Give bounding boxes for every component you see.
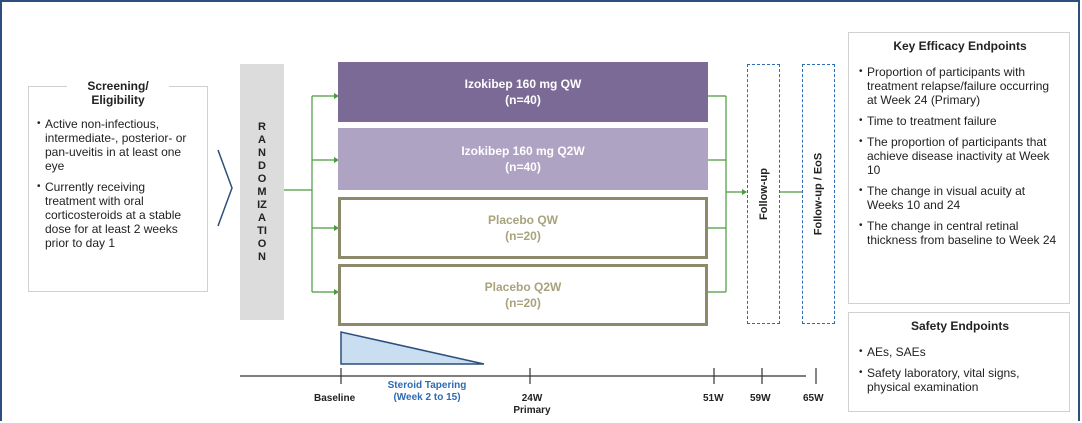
arm-placebo-qw: Placebo QW (n=20): [338, 197, 708, 259]
randomization-label: RANDOMIZATION: [257, 120, 267, 263]
screening-bullet: Currently receiving treatment with oral …: [37, 180, 199, 250]
arm-placebo-q2w: Placebo Q2W (n=20): [338, 264, 708, 326]
efficacy-list: Proportion of participants with treatmen…: [859, 65, 1061, 247]
timeline-24w: 24W: [521, 393, 543, 404]
arm-name: Placebo QW: [487, 213, 558, 227]
steroid-taper-line1: Steroid Tapering: [387, 380, 467, 391]
efficacy-bullet: Proportion of participants with treatmen…: [859, 65, 1061, 107]
safety-list: AEs, SAEs Safety laboratory, vital signs…: [859, 345, 1061, 394]
timeline-primary: Primary: [513, 405, 551, 416]
followup-eos-box: Follow-up / EoS: [802, 64, 835, 324]
randomization-bar: RANDOMIZATION: [240, 64, 284, 320]
followup-label: Follow-up: [757, 168, 770, 220]
arm-n: (n=40): [505, 160, 541, 174]
efficacy-bullet: The proportion of participants that achi…: [859, 135, 1061, 177]
timeline-24w-label: 24W Primary: [512, 393, 552, 417]
steroid-taper-label: Steroid Tapering (Week 2 to 15): [372, 380, 482, 404]
timeline-65w-label: 65W: [803, 393, 824, 404]
arm-n: (n=40): [505, 93, 541, 107]
safety-bullet: AEs, SAEs: [859, 345, 1061, 359]
screening-list: Active non-infectious, intermediate-, po…: [37, 117, 199, 250]
efficacy-bullet: The change in central retinal thickness …: [859, 219, 1061, 247]
steroid-taper-line2: (Week 2 to 15): [393, 392, 461, 403]
timeline-59w-label: 59W: [750, 393, 771, 404]
screening-title-line1: Screening/: [87, 79, 149, 93]
arm-n: (n=20): [505, 229, 541, 243]
arm-izokibep-q2w: Izokibep 160 mg Q2W (n=40): [338, 128, 708, 190]
efficacy-bullet: The change in visual acuity at Weeks 10 …: [859, 184, 1061, 212]
safety-title: Safety Endpoints: [910, 319, 1009, 333]
arm-izokibep-qw: Izokibep 160 mg QW (n=40): [338, 62, 708, 122]
efficacy-bullet: Time to treatment failure: [859, 114, 1061, 128]
screening-bullet: Active non-infectious, intermediate-, po…: [37, 117, 199, 173]
safety-bullet: Safety laboratory, vital signs, physical…: [859, 366, 1061, 394]
screening-title-line2: Eligibility: [91, 93, 145, 107]
efficacy-title: Key Efficacy Endpoints: [893, 39, 1027, 53]
timeline-baseline-label: Baseline: [314, 393, 356, 404]
followup-box: Follow-up: [747, 64, 780, 324]
screening-title: Screening/ Eligibility: [67, 77, 169, 109]
arm-name: Izokibep 160 mg Q2W: [461, 144, 585, 158]
efficacy-endpoints-box: Key Efficacy Endpoints Proportion of par…: [848, 32, 1070, 304]
arm-name: Izokibep 160 mg QW: [464, 77, 582, 91]
arm-name: Placebo Q2W: [484, 280, 562, 294]
screening-box: Screening/ Eligibility Active non-infect…: [28, 77, 208, 292]
arm-n: (n=20): [505, 296, 541, 310]
followup-eos-label: Follow-up / EoS: [812, 152, 825, 236]
safety-endpoints-box: Safety Endpoints AEs, SAEs Safety labora…: [848, 312, 1070, 412]
timeline-51w-label: 51W: [703, 393, 724, 404]
